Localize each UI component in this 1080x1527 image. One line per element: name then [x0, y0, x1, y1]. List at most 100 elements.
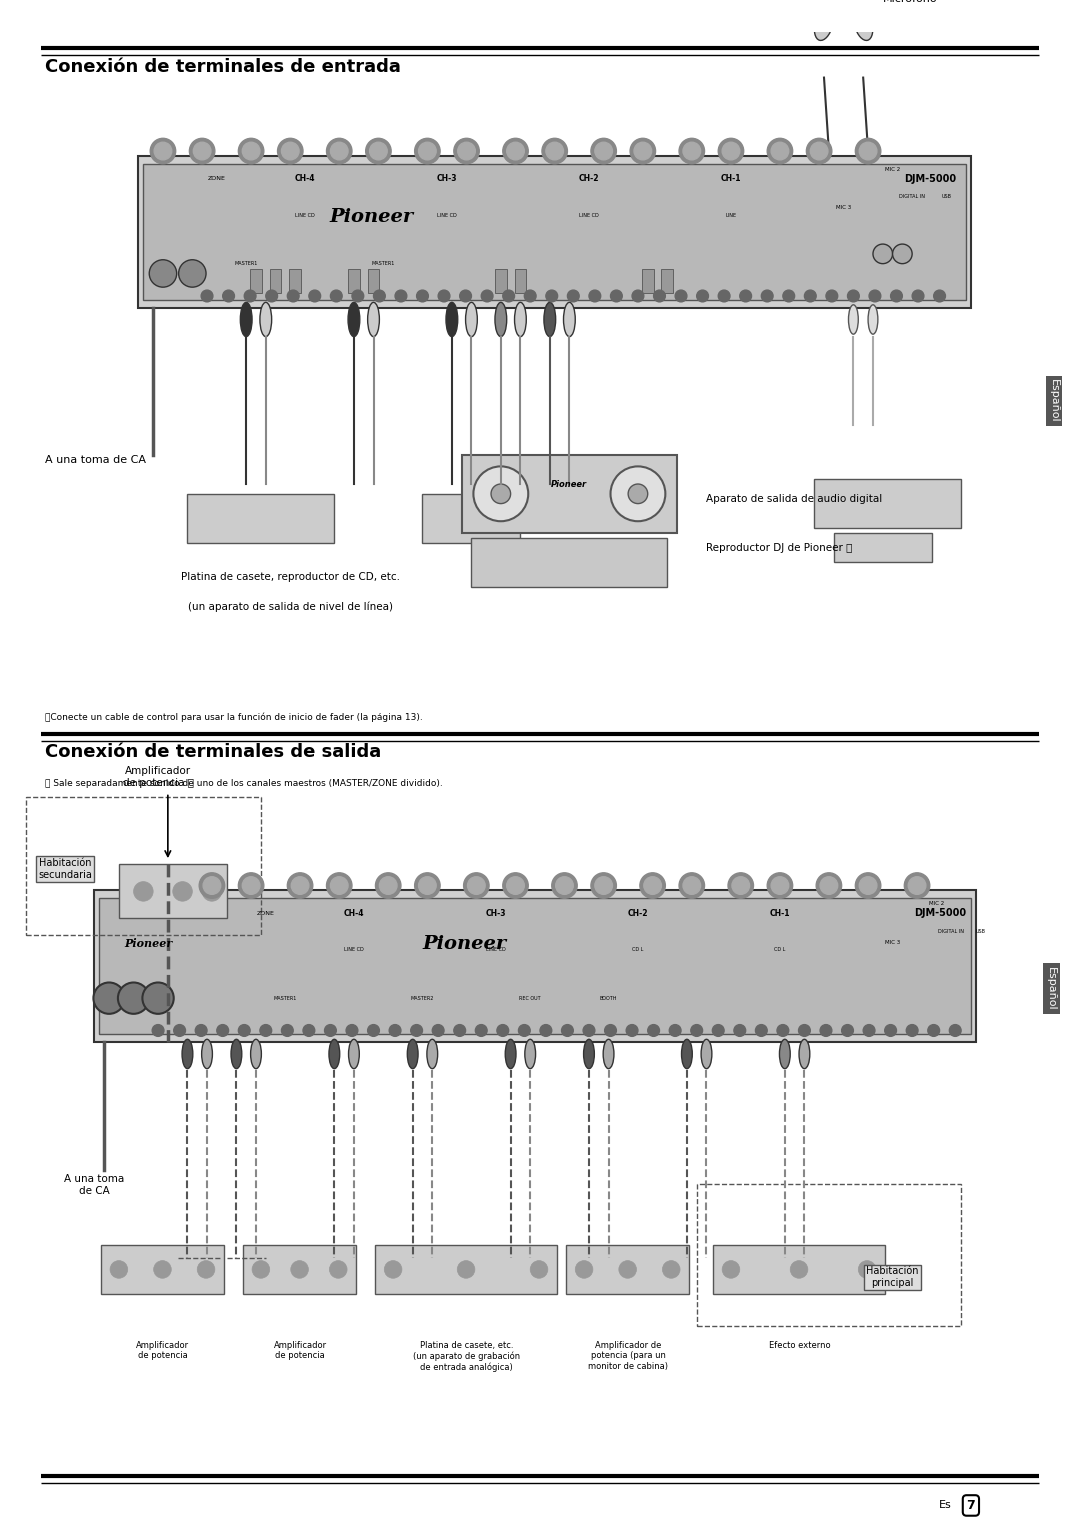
Circle shape — [771, 876, 788, 895]
Circle shape — [457, 1261, 475, 1278]
Circle shape — [287, 873, 313, 898]
Text: CH-3: CH-3 — [486, 909, 507, 918]
Circle shape — [562, 1025, 573, 1037]
Text: ⒑Conecte un cable de control para usar la función de inicio de fader (la página : ⒑Conecte un cable de control para usar l… — [45, 713, 423, 722]
Circle shape — [810, 142, 828, 160]
Circle shape — [683, 876, 701, 895]
Circle shape — [94, 982, 125, 1014]
Text: ZONE: ZONE — [257, 910, 274, 916]
Ellipse shape — [603, 1040, 613, 1069]
Text: CH-4: CH-4 — [295, 174, 315, 183]
Circle shape — [949, 1025, 961, 1037]
Circle shape — [454, 1025, 465, 1037]
Circle shape — [891, 290, 903, 302]
Text: REC OUT: REC OUT — [519, 996, 541, 1000]
Ellipse shape — [348, 302, 360, 336]
Ellipse shape — [505, 1040, 516, 1069]
Text: Español: Español — [1047, 967, 1056, 1011]
Circle shape — [653, 290, 665, 302]
Bar — [270, 269, 282, 293]
Text: MIC 3: MIC 3 — [885, 939, 901, 945]
Text: Platina de casete, etc.
(un aparato de grabación
de entrada analógica): Platina de casete, etc. (un aparato de g… — [413, 1341, 521, 1371]
Circle shape — [767, 873, 793, 898]
Text: LINE CD: LINE CD — [295, 212, 315, 218]
Circle shape — [591, 139, 617, 163]
Circle shape — [807, 139, 832, 163]
Circle shape — [576, 1261, 593, 1278]
FancyBboxPatch shape — [99, 898, 971, 1034]
FancyBboxPatch shape — [119, 864, 227, 918]
Text: LINE CD: LINE CD — [437, 212, 457, 218]
Text: Pioneer: Pioneer — [124, 938, 173, 950]
Ellipse shape — [564, 302, 576, 336]
Text: ZONE: ZONE — [207, 176, 226, 182]
Circle shape — [367, 1025, 379, 1037]
Bar — [367, 269, 379, 293]
Text: USB: USB — [942, 194, 951, 200]
Text: Pioneer: Pioneer — [551, 479, 588, 489]
Circle shape — [503, 139, 528, 163]
Text: CD L: CD L — [632, 947, 644, 953]
Text: Efecto externo: Efecto externo — [769, 1341, 831, 1350]
Circle shape — [173, 881, 192, 901]
Circle shape — [352, 290, 364, 302]
Circle shape — [540, 1025, 552, 1037]
Circle shape — [629, 484, 648, 504]
Circle shape — [723, 1261, 740, 1278]
Circle shape — [309, 290, 321, 302]
Circle shape — [816, 873, 841, 898]
Ellipse shape — [183, 1040, 193, 1069]
Circle shape — [718, 139, 744, 163]
Circle shape — [150, 139, 176, 163]
Circle shape — [199, 873, 225, 898]
FancyBboxPatch shape — [188, 493, 335, 542]
Text: DIGITAL IN: DIGITAL IN — [900, 194, 926, 200]
Circle shape — [154, 142, 172, 160]
Circle shape — [610, 466, 665, 521]
Circle shape — [626, 1025, 638, 1037]
Circle shape — [329, 1261, 347, 1278]
Circle shape — [713, 1025, 724, 1037]
Text: 7: 7 — [967, 1500, 975, 1512]
Bar — [514, 269, 526, 293]
Circle shape — [460, 290, 472, 302]
Circle shape — [415, 873, 441, 898]
FancyBboxPatch shape — [422, 493, 521, 542]
Circle shape — [507, 142, 524, 160]
Circle shape — [266, 290, 278, 302]
Text: ⒒ Sale separadamente sonido de uno de los canales maestros (MASTER/ZONE dividido: ⒒ Sale separadamente sonido de uno de lo… — [45, 779, 443, 788]
Circle shape — [410, 1025, 422, 1037]
Circle shape — [292, 876, 309, 895]
Text: CH-1: CH-1 — [720, 174, 741, 183]
Circle shape — [542, 139, 567, 163]
Circle shape — [820, 876, 838, 895]
Ellipse shape — [583, 1040, 594, 1069]
Circle shape — [589, 290, 600, 302]
Circle shape — [189, 139, 215, 163]
Ellipse shape — [349, 1040, 360, 1069]
Text: Amplificador
de potencia: Amplificador de potencia — [273, 1341, 326, 1361]
Circle shape — [239, 139, 264, 163]
Circle shape — [904, 873, 930, 898]
Text: Español: Español — [1049, 379, 1059, 423]
Circle shape — [906, 1025, 918, 1037]
Circle shape — [417, 290, 429, 302]
Circle shape — [395, 290, 407, 302]
Text: LINE CD: LINE CD — [579, 212, 598, 218]
Circle shape — [820, 1025, 832, 1037]
Text: LINE CD: LINE CD — [486, 947, 505, 953]
Circle shape — [639, 873, 665, 898]
Text: MASTER1: MASTER1 — [234, 261, 258, 266]
Ellipse shape — [514, 302, 526, 336]
Circle shape — [389, 1025, 401, 1037]
Ellipse shape — [849, 305, 859, 334]
Circle shape — [632, 290, 644, 302]
Circle shape — [193, 142, 211, 160]
Circle shape — [908, 876, 926, 895]
Circle shape — [287, 290, 299, 302]
Circle shape — [491, 484, 511, 504]
Circle shape — [755, 1025, 767, 1037]
Circle shape — [771, 142, 788, 160]
Ellipse shape — [495, 302, 507, 336]
Circle shape — [859, 1261, 876, 1278]
